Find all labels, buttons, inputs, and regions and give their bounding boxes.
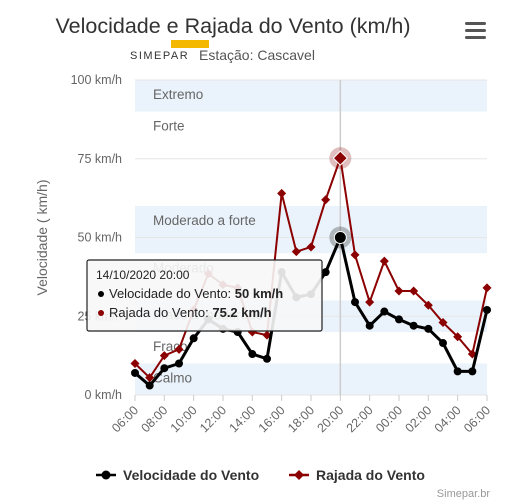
- x-tick-label: 08:00: [138, 403, 170, 435]
- band-label: Forte: [153, 119, 185, 134]
- logo-wordmark: SIMEPAR: [130, 50, 189, 62]
- data-point-velocidade: [424, 325, 432, 333]
- y-tick-label: 0 km/h: [84, 388, 122, 402]
- data-point-velocidade: [131, 369, 139, 377]
- data-point-velocidade: [248, 350, 256, 358]
- data-point-velocidade: [351, 298, 359, 306]
- data-point-rajada: [321, 195, 330, 204]
- data-point-velocidade: [160, 364, 168, 372]
- data-point-velocidade: [468, 367, 476, 375]
- legend-label: Velocidade do Vento: [123, 467, 259, 483]
- tooltip-date: 14/10/2020 20:00: [96, 268, 190, 282]
- legend-item-velocidade[interactable]: Velocidade do Vento: [96, 467, 259, 483]
- x-tick-label: 10:00: [168, 403, 200, 435]
- x-tick-label: 06:00: [109, 403, 141, 435]
- x-tick-label: 12:00: [197, 403, 229, 435]
- x-axis-ticks: 06:0008:0010:0012:0014:0016:0018:0020:00…: [109, 395, 493, 435]
- x-tick-label: 00:00: [373, 403, 405, 435]
- x-tick-label: 04:00: [432, 403, 464, 435]
- tooltip-row-label: Rajada do Vento:: [109, 305, 212, 320]
- legend-marker: [102, 471, 111, 480]
- tooltip-row-value: 75.2 km/h: [212, 305, 271, 320]
- simepar-logo: SIMEPAR: [130, 40, 209, 62]
- x-tick-label: 16:00: [256, 403, 288, 435]
- legend-item-rajada[interactable]: Rajada do Vento: [289, 467, 425, 483]
- data-point-velocidade: [410, 322, 418, 330]
- data-point-velocidade: [483, 306, 491, 314]
- station-subtitle: Estação: Cascavel: [199, 47, 315, 63]
- legend: Velocidade do Vento Rajada do Vento: [96, 467, 425, 483]
- tooltip-row: Velocidade do Vento: 50 km/h: [109, 286, 283, 301]
- legend-marker: [294, 470, 304, 480]
- tooltip: 14/10/2020 20:00 Velocidade do Vento: 50…: [87, 260, 322, 331]
- legend-label: Rajada do Vento: [316, 467, 425, 483]
- data-point-velocidade: [190, 334, 198, 342]
- x-tick-label: 14:00: [226, 403, 258, 435]
- y-tick-label: 50 km/h: [78, 231, 123, 245]
- hover-point-velocidade: [334, 232, 346, 244]
- chart-title: Velocidade e Rajada do Vento (km/h): [56, 14, 411, 38]
- y-axis-label: Velocidade ( km/h): [34, 180, 50, 296]
- credits-link[interactable]: Simepar.br: [437, 488, 491, 500]
- band-label: Extremo: [153, 87, 203, 102]
- tooltip-bullet: [98, 310, 104, 316]
- hamburger-menu-icon: [465, 22, 486, 39]
- x-tick-label: 18:00: [285, 403, 317, 435]
- tooltip-bullet: [98, 291, 104, 297]
- band-label: Moderado a forte: [153, 213, 256, 228]
- data-point-velocidade: [322, 268, 330, 276]
- data-point-velocidade: [263, 355, 271, 363]
- x-tick-label: 22:00: [344, 403, 376, 435]
- data-point-rajada: [277, 189, 286, 198]
- data-point-velocidade: [146, 382, 154, 390]
- tooltip-row-value: 50 km/h: [235, 286, 283, 301]
- data-point-velocidade: [454, 367, 462, 375]
- data-point-velocidade: [366, 322, 374, 330]
- chart-menu-button[interactable]: [460, 18, 490, 44]
- y-tick-label: 100 km/h: [71, 73, 122, 87]
- tooltip-row-label: Velocidade do Vento:: [109, 286, 235, 301]
- tooltip-row: Rajada do Vento: 75.2 km/h: [109, 305, 272, 320]
- data-point-rajada: [395, 287, 404, 296]
- data-point-rajada: [483, 283, 492, 292]
- x-tick-label: 06:00: [461, 403, 493, 435]
- x-tick-label: 02:00: [402, 403, 434, 435]
- data-point-velocidade: [439, 339, 447, 347]
- data-point-velocidade: [395, 315, 403, 323]
- x-tick-label: 20:00: [314, 403, 346, 435]
- data-point-velocidade: [175, 360, 183, 368]
- data-point-velocidade: [380, 308, 388, 316]
- y-tick-label: 75 km/h: [78, 152, 123, 166]
- data-point-rajada: [380, 257, 389, 266]
